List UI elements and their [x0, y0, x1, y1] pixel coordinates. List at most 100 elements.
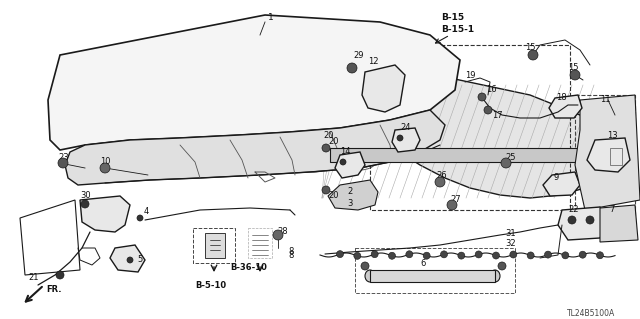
Circle shape	[361, 262, 369, 270]
Text: 19: 19	[465, 71, 476, 80]
Bar	[575, 95, 635, 220]
Text: 7: 7	[609, 205, 614, 214]
Text: TL24B5100A: TL24B5100A	[567, 308, 615, 317]
Text: 13: 13	[607, 130, 618, 139]
Polygon shape	[205, 233, 225, 258]
Polygon shape	[370, 270, 495, 282]
Text: 32: 32	[505, 240, 516, 249]
Text: 26: 26	[436, 172, 447, 181]
Text: 14: 14	[340, 147, 351, 157]
Circle shape	[527, 252, 534, 259]
Circle shape	[440, 251, 447, 258]
Text: 12: 12	[368, 57, 378, 66]
Circle shape	[586, 216, 594, 224]
Circle shape	[568, 216, 576, 224]
Text: 24: 24	[400, 123, 410, 132]
Text: 2: 2	[347, 188, 352, 197]
Circle shape	[127, 257, 133, 263]
Polygon shape	[543, 172, 580, 196]
Circle shape	[137, 215, 143, 221]
Circle shape	[484, 106, 492, 114]
Circle shape	[501, 158, 511, 168]
Circle shape	[100, 163, 110, 173]
Text: B-15: B-15	[441, 13, 464, 23]
Text: 15: 15	[568, 63, 579, 72]
Bar	[355, 248, 515, 293]
Polygon shape	[80, 196, 130, 232]
Circle shape	[498, 262, 506, 270]
Polygon shape	[587, 138, 630, 172]
Polygon shape	[600, 205, 638, 242]
Text: 20: 20	[328, 137, 339, 146]
Text: 18: 18	[556, 93, 566, 102]
Text: 8: 8	[288, 251, 293, 261]
Text: B-36-10: B-36-10	[230, 263, 267, 272]
Polygon shape	[322, 72, 600, 198]
Polygon shape	[575, 95, 640, 210]
Circle shape	[397, 135, 403, 141]
Circle shape	[447, 200, 457, 210]
Text: B-15-1: B-15-1	[441, 26, 474, 34]
Text: 30: 30	[80, 191, 91, 201]
Circle shape	[56, 271, 64, 279]
Circle shape	[388, 252, 396, 259]
Text: 23: 23	[58, 153, 68, 162]
Text: 16: 16	[486, 85, 497, 94]
Circle shape	[528, 50, 538, 60]
Text: 25: 25	[505, 153, 515, 162]
Circle shape	[340, 159, 346, 165]
Circle shape	[347, 63, 357, 73]
Circle shape	[435, 177, 445, 187]
Text: FR.: FR.	[46, 286, 61, 294]
Circle shape	[371, 251, 378, 258]
Text: 20: 20	[323, 130, 333, 139]
Circle shape	[423, 252, 430, 259]
Polygon shape	[328, 180, 378, 210]
Circle shape	[545, 251, 552, 258]
Circle shape	[354, 252, 361, 259]
Text: 11: 11	[600, 95, 611, 105]
Circle shape	[337, 251, 344, 258]
Circle shape	[273, 230, 283, 240]
Circle shape	[475, 251, 482, 258]
Text: 10: 10	[100, 158, 111, 167]
Text: 3: 3	[347, 198, 353, 207]
Ellipse shape	[365, 270, 375, 282]
Text: 5: 5	[137, 256, 142, 264]
Circle shape	[493, 252, 499, 259]
Polygon shape	[558, 207, 608, 240]
Circle shape	[562, 252, 569, 259]
Circle shape	[510, 251, 517, 258]
Text: 28: 28	[277, 227, 287, 236]
Ellipse shape	[490, 270, 500, 282]
Circle shape	[322, 144, 330, 152]
Circle shape	[406, 251, 413, 258]
Polygon shape	[335, 152, 365, 178]
Text: 21: 21	[28, 273, 38, 283]
Circle shape	[579, 251, 586, 258]
Circle shape	[478, 93, 486, 101]
Polygon shape	[48, 15, 460, 150]
Circle shape	[596, 252, 604, 259]
Text: 9: 9	[553, 174, 558, 182]
Polygon shape	[392, 128, 420, 152]
Text: 8: 8	[288, 248, 293, 256]
Circle shape	[81, 200, 89, 208]
Text: B-5-10: B-5-10	[195, 280, 226, 290]
Polygon shape	[549, 95, 582, 118]
Polygon shape	[65, 110, 445, 185]
Text: 20: 20	[328, 191, 339, 201]
Bar	[370, 45, 570, 210]
Text: 22: 22	[568, 205, 579, 214]
Bar	[193, 228, 235, 263]
Text: 6: 6	[420, 258, 426, 268]
Text: 31: 31	[505, 228, 516, 238]
Text: 4: 4	[144, 206, 149, 216]
Circle shape	[458, 252, 465, 259]
Text: 27: 27	[450, 196, 461, 204]
Polygon shape	[110, 245, 145, 272]
Text: 15: 15	[525, 43, 536, 53]
Text: 1: 1	[268, 13, 274, 23]
Text: 29: 29	[353, 50, 364, 60]
Circle shape	[570, 70, 580, 80]
